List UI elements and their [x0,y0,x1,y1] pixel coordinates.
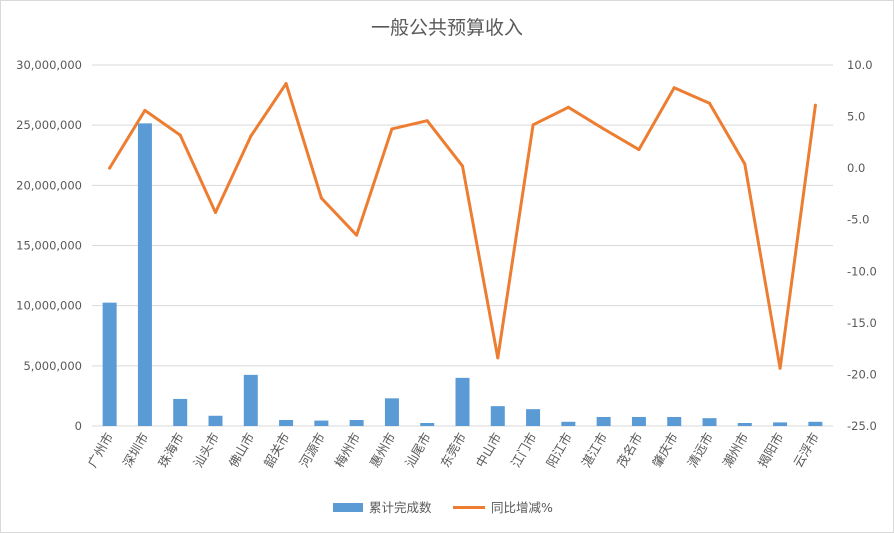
left-tick-label: 25,000,000 [16,118,82,132]
line-point [708,101,711,105]
legend-bar-swatch [333,503,363,512]
category-axis: 广州市 深圳市 珠海市 汕头市 佛山市 韶关市 河源市 梅州市 惠州市 汕尾市 东莞市 中山市 江门市阳… [84,430,821,470]
category-label: 汕尾市 [402,430,434,470]
line-point [637,148,641,152]
bar [490,406,505,426]
category-label: 云浮市 [790,430,822,470]
category-label: 茂名市 [614,430,646,470]
left-tick-label: 15,000,000 [16,239,82,253]
category-label: 广州市 [84,430,116,470]
line-point [813,103,817,107]
bar [137,123,152,426]
chart-title: 一般公共预算收入 [371,17,523,39]
bar [102,302,117,426]
right-tick-label: -15.0 [847,316,877,330]
category-label: 珠海市 [155,430,187,470]
line-point [284,82,288,86]
legend-bar-label: 累计完成数 [369,500,432,515]
line-point [496,356,500,360]
bar [208,415,223,426]
line-point [319,196,323,200]
bar [384,398,399,426]
category-label: 潮州市 [720,430,752,470]
line-point [178,133,182,137]
bar [561,421,576,426]
bar [737,422,752,426]
right-tick-label: -20.0 [847,367,877,381]
legend-line-label: 同比增减% [491,500,553,515]
bar [631,416,646,426]
line-point [390,127,394,131]
category-label: 韶关市 [261,430,293,470]
bar-series [102,123,823,426]
left-tick-label: 30,000,000 [16,58,82,72]
left-tick-label: 0 [75,419,82,433]
bar [596,416,611,426]
line-point [143,108,147,112]
category-label: 佛山市 [226,430,258,470]
line-point [355,233,359,237]
line-point [743,162,747,166]
line-path [108,82,817,370]
left-tick-label: 10,000,000 [16,299,82,313]
line-point [778,366,782,370]
right-tick-label: 5.0 [847,110,865,124]
category-label: 河源市 [296,430,328,470]
category-label: 肇庆市 [649,430,681,470]
bar [173,398,188,426]
category-label: 江门市 [508,430,540,470]
bar [526,409,541,426]
bar [667,416,682,426]
line-point [602,127,606,131]
right-tick-label: -25.0 [847,419,877,433]
line-point [249,134,253,138]
category-label: 梅州市 [331,430,363,470]
line-point [108,166,112,170]
bar [314,420,329,426]
line-point [566,105,570,109]
bar [279,419,294,426]
category-label: 阳江市 [543,430,575,470]
right-tick-label: 10.0 [847,58,873,72]
bar [455,377,470,426]
right-axis: -25.0 -20.0 -15.0 -10.0 -5.0 0.0 5.0 10.0 [847,58,877,433]
category-label: 清远市 [684,430,716,470]
category-label: 惠州市 [367,430,399,470]
line-point [425,119,429,123]
left-axis: 0 5,000,000 10,000,000 15,000,000 20,000,000… [16,58,82,433]
category-label: 中山市 [473,430,505,470]
bar [702,418,717,426]
left-tick-label: 20,000,000 [16,178,82,192]
bar [808,421,823,426]
legend: 累计完成数 同比增减% [333,500,553,515]
line-point [672,86,676,90]
bar [349,419,364,426]
category-label: 湛江市 [578,430,610,470]
bar [420,422,435,426]
line-series [108,82,817,370]
gridlines [92,64,833,427]
bar [773,422,788,426]
left-tick-label: 5,000,000 [23,359,82,373]
line-point [214,210,217,214]
right-tick-label: -5.0 [847,213,869,227]
category-label: 揭阳市 [755,430,787,470]
category-label: 深圳市 [120,430,152,470]
line-point [461,164,464,168]
category-label: 东莞市 [437,430,469,470]
right-tick-label: 0.0 [847,161,865,175]
category-label: 汕头市 [190,430,222,470]
line-point [531,123,535,127]
bar [243,374,258,426]
right-tick-label: -10.0 [847,264,877,278]
